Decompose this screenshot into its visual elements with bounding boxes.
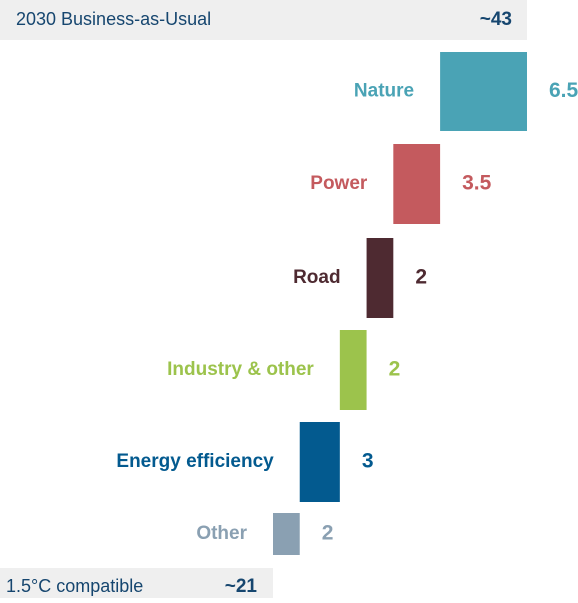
bar (366, 238, 394, 318)
value-label: 2 (322, 522, 334, 545)
end-band (0, 568, 273, 598)
value-label: 6.5 (549, 79, 578, 102)
category-label: Energy efficiency (116, 451, 274, 472)
bar (440, 52, 527, 131)
value-label: 2 (415, 266, 427, 289)
value-label: 2 (389, 358, 401, 381)
category-label: Power (310, 173, 368, 194)
value-label: 3.5 (462, 172, 492, 195)
bar (273, 513, 300, 555)
category-label: Road (293, 267, 341, 288)
bar (339, 330, 367, 410)
value-label: 3 (362, 450, 374, 473)
category-label: Nature (354, 81, 414, 102)
start-value: ~43 (480, 9, 512, 30)
category-label: Other (196, 523, 247, 544)
start-label: 2030 Business-as-Usual (16, 9, 211, 29)
bar (299, 422, 340, 502)
bar (393, 144, 441, 224)
end-label: 1.5°C compatible (6, 576, 143, 596)
start-band (0, 0, 527, 40)
end-value: ~21 (225, 576, 258, 597)
category-label: Industry & other (167, 359, 314, 380)
